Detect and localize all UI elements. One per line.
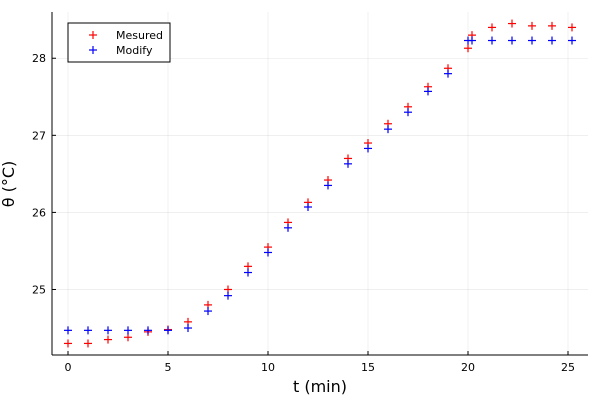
point-modify-19 [444,69,452,78]
point-mesured-26 [568,23,576,32]
point-modify-9 [244,268,252,277]
y-tick-label-3: 28 [32,52,46,65]
point-modify-0 [64,326,72,335]
point-mesured-22 [488,23,496,32]
x-tick-label-4: 20 [461,361,475,374]
point-modify-18 [424,87,432,96]
point-modify-2 [104,326,112,335]
legend-box [67,22,171,63]
point-mesured-23 [508,19,516,28]
y-tick-label-2: 27 [32,129,46,142]
x-axis-label: t (min) [293,377,347,396]
point-mesured-1 [84,339,92,348]
point-modify-26 [568,36,576,45]
point-modify-11 [284,223,292,232]
point-modify-17 [404,108,412,117]
point-modify-8 [224,291,232,300]
legend: Mesured Modify [67,22,171,63]
point-modify-16 [384,125,392,134]
point-modify-23 [508,36,516,45]
point-mesured-20 [464,44,472,53]
point-modify-21 [468,36,476,45]
point-modify-13 [324,181,332,190]
point-mesured-25 [548,21,556,30]
point-modify-24 [528,36,536,45]
x-tick-label-1: 5 [165,361,172,374]
point-mesured-24 [528,21,536,30]
point-modify-1 [84,326,92,335]
point-modify-4 [144,326,152,335]
point-mesured-3 [124,333,132,342]
point-modify-5 [164,326,172,335]
x-tick-label-3: 15 [361,361,375,374]
data-points [64,19,576,348]
point-modify-3 [124,326,132,335]
grid [52,12,588,355]
x-tick-label-5: 25 [561,361,575,374]
axes [51,12,588,356]
y-axis-label: θ (°C) [0,161,18,208]
y-tick-label-1: 26 [32,206,46,219]
point-mesured-2 [104,335,112,344]
x-tick-label-0: 0 [65,361,72,374]
legend-label-mesured: Mesured [116,29,163,42]
y-tick-label-0: 25 [32,283,46,296]
point-modify-14 [344,159,352,168]
point-modify-22 [488,36,496,45]
point-modify-6 [184,324,192,333]
point-modify-10 [264,248,272,257]
point-mesured-0 [64,339,72,348]
point-modify-7 [204,307,212,316]
legend-label-modify: Modify [116,44,153,57]
legend-marker-modify [89,46,97,54]
point-modify-12 [304,203,312,212]
point-modify-15 [364,144,372,153]
point-modify-25 [548,36,556,45]
tick-labels: 0 5 10 15 20 25 25 26 27 28 [32,52,575,374]
x-tick-label-2: 10 [261,361,275,374]
legend-marker-mesured [89,31,97,39]
